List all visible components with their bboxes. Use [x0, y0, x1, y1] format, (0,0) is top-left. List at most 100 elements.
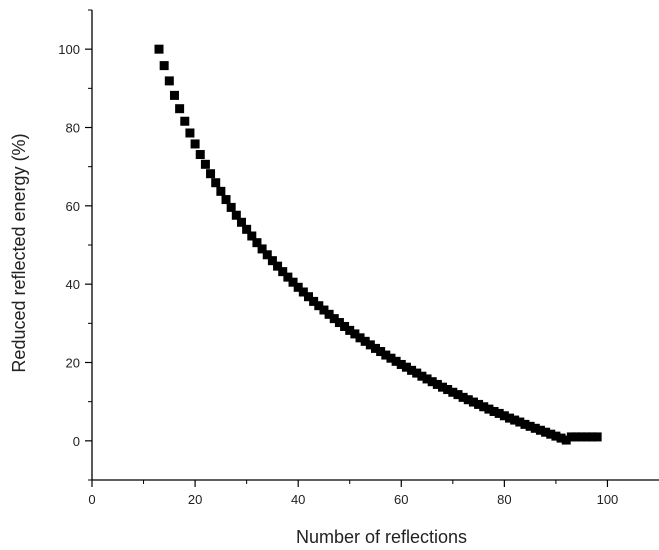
data-point — [236, 217, 246, 227]
data-point — [551, 431, 561, 441]
data-point — [371, 343, 380, 353]
data-point — [329, 314, 339, 324]
plot-points — [154, 44, 602, 445]
data-point — [515, 417, 525, 427]
data-point — [288, 277, 298, 287]
data-point — [340, 321, 350, 331]
data-point — [438, 382, 448, 392]
data-point — [489, 406, 499, 416]
data-point — [572, 432, 582, 442]
data-point — [582, 432, 592, 442]
data-point — [422, 374, 432, 384]
data-point — [164, 76, 174, 86]
axes — [91, 10, 659, 481]
data-point — [396, 359, 406, 369]
y-tick-label: 20 — [66, 356, 80, 371]
data-point — [221, 195, 231, 205]
data-point — [257, 244, 267, 254]
data-point — [355, 333, 365, 343]
y-tick-label: 80 — [66, 121, 80, 136]
data-point — [463, 395, 473, 405]
data-point — [350, 329, 360, 339]
data-point — [453, 390, 463, 400]
x-tick-label: 0 — [88, 492, 95, 507]
data-point — [479, 402, 489, 412]
data-point — [592, 432, 602, 442]
data-point — [309, 296, 319, 306]
data-point — [401, 362, 411, 372]
data-point — [211, 178, 221, 188]
data-point — [448, 387, 458, 397]
data-point — [247, 231, 257, 241]
data-point — [417, 371, 427, 381]
data-point — [566, 432, 576, 442]
data-point — [499, 411, 509, 421]
data-point — [407, 365, 417, 375]
data-point — [535, 425, 545, 435]
y-tick-label: 40 — [66, 277, 80, 292]
data-point — [432, 379, 442, 389]
data-point — [216, 186, 226, 196]
x-tick-label: 100 — [597, 492, 619, 507]
data-point — [200, 159, 210, 169]
data-point — [242, 224, 252, 234]
y-axis-title: Reduced reflected energy (%) — [9, 133, 29, 372]
x-tick-label: 60 — [394, 492, 408, 507]
data-point — [386, 353, 396, 363]
data-point — [159, 61, 169, 71]
data-point — [154, 44, 164, 54]
x-tick-label: 40 — [291, 492, 305, 507]
data-point — [587, 432, 597, 442]
data-point — [510, 415, 520, 425]
data-point — [530, 423, 540, 433]
data-point — [185, 128, 195, 138]
data-point — [293, 282, 303, 292]
data-point — [226, 202, 236, 212]
data-point — [262, 250, 272, 260]
data-point — [360, 336, 370, 346]
y-tick-label: 60 — [66, 199, 80, 214]
data-point — [546, 429, 556, 439]
ticks: 0 20 40 60 80 100 0 20 40 60 80 100 — [58, 9, 619, 507]
data-point — [303, 292, 313, 302]
data-point — [520, 419, 530, 429]
x-tick-label: 80 — [497, 492, 511, 507]
data-point — [556, 433, 566, 443]
data-point — [365, 340, 375, 350]
data-point — [427, 377, 437, 387]
data-point — [314, 301, 324, 311]
data-point — [474, 399, 484, 409]
data-point — [231, 210, 241, 220]
data-point — [381, 350, 391, 360]
data-point — [334, 318, 344, 328]
x-axis-title: Number of reflections — [296, 527, 467, 547]
data-point — [494, 408, 504, 418]
data-point — [267, 256, 277, 266]
data-point — [541, 427, 551, 437]
data-point — [252, 238, 262, 248]
data-point — [319, 305, 329, 315]
data-point — [443, 385, 453, 395]
data-point — [324, 309, 334, 319]
data-point — [412, 368, 422, 378]
data-point — [278, 267, 288, 277]
data-point — [169, 90, 179, 100]
data-point — [376, 347, 386, 357]
data-point — [458, 392, 468, 402]
data-point — [468, 397, 478, 407]
data-point — [190, 139, 200, 149]
x-tick-label: 20 — [188, 492, 202, 507]
data-point — [484, 404, 494, 414]
data-point — [561, 435, 571, 445]
data-point — [195, 150, 205, 160]
data-point — [577, 432, 587, 442]
data-point — [505, 413, 515, 423]
data-point — [391, 356, 401, 366]
data-point — [283, 272, 293, 282]
data-point — [525, 421, 535, 431]
data-point — [298, 287, 308, 297]
data-point — [206, 169, 216, 179]
y-tick-label: 0 — [73, 434, 80, 449]
data-point — [345, 325, 355, 335]
